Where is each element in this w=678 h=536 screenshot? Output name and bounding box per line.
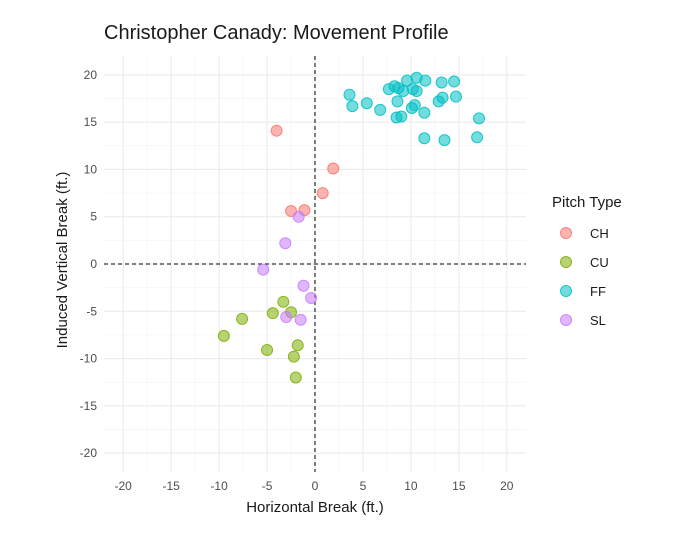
x-axis-title: Horizontal Break (ft.) (246, 499, 384, 516)
x-tick-label: -5 (262, 479, 273, 493)
point-ff (473, 112, 486, 125)
point-cu (291, 339, 304, 352)
y-tick-label: 20 (84, 68, 98, 82)
x-tick-label: 10 (404, 479, 418, 493)
y-tick-label: 0 (90, 257, 97, 271)
point-cu (236, 312, 249, 325)
point-ff (408, 99, 421, 112)
legend-label-cu: CU (590, 255, 609, 270)
y-tick-label: -5 (86, 304, 97, 318)
legend-key-ff (560, 285, 572, 297)
legend-key-cu (560, 256, 572, 268)
y-tick-label: -10 (80, 352, 98, 366)
point-sl (305, 292, 318, 305)
legend-title: Pitch Type (552, 194, 622, 211)
point-ff (410, 84, 423, 97)
point-sl (280, 310, 293, 323)
point-cu (217, 329, 230, 342)
point-sl (279, 237, 292, 250)
point-cu (277, 295, 290, 308)
y-tick-label: 15 (84, 115, 98, 129)
point-ff (471, 131, 484, 144)
reference-lines (104, 56, 526, 472)
point-ff (448, 75, 461, 88)
legend-key-sl (560, 314, 572, 326)
point-ff (418, 106, 431, 119)
chart-title: Christopher Canady: Movement Profile (104, 22, 449, 44)
point-cu (289, 371, 302, 384)
legend-label-ff: FF (590, 284, 606, 299)
point-ff (374, 103, 387, 116)
point-ff (419, 74, 432, 87)
x-tick-label: 0 (312, 479, 319, 493)
point-sl (294, 313, 307, 326)
point-ff (360, 97, 373, 110)
x-tick-label: -10 (210, 479, 228, 493)
x-tick-label: 20 (500, 479, 514, 493)
y-axis-title: Induced Vertical Break (ft.) (54, 172, 71, 349)
point-ff (418, 132, 431, 145)
point-cu (261, 344, 274, 357)
x-tick-label: 15 (452, 479, 466, 493)
y-tick-label: 5 (90, 210, 97, 224)
x-tick-labels: -20 -15 -10 -5 0 5 10 15 20 (115, 479, 514, 493)
point-ff (449, 90, 462, 103)
point-ch (270, 124, 283, 137)
legend-label-sl: SL (590, 313, 606, 328)
point-cu (266, 307, 279, 320)
point-ff (343, 88, 356, 101)
legend: Pitch Type CH CU FF SL (552, 194, 622, 328)
point-ff (397, 84, 410, 97)
legend-key-ch (560, 227, 572, 239)
x-tick-label: -15 (162, 479, 180, 493)
point-ch (327, 162, 340, 175)
point-sl (297, 279, 310, 292)
point-ff (438, 134, 451, 147)
point-ff (391, 95, 404, 108)
point-ff (395, 110, 408, 123)
point-ch (316, 187, 329, 200)
y-tick-label: -20 (80, 446, 98, 460)
legend-label-ch: CH (590, 226, 609, 241)
point-sl (257, 263, 270, 276)
x-tick-label: -20 (115, 479, 133, 493)
x-tick-label: 5 (360, 479, 367, 493)
y-tick-labels: -20 -15 -10 -5 0 5 10 15 20 (80, 68, 98, 460)
y-tick-label: 10 (84, 162, 98, 176)
point-ff (436, 91, 449, 104)
point-ff (435, 76, 448, 89)
point-cu (287, 350, 300, 363)
data-points (217, 71, 486, 384)
y-tick-label: -15 (80, 399, 98, 413)
point-sl (292, 210, 305, 223)
point-ff (346, 100, 359, 113)
